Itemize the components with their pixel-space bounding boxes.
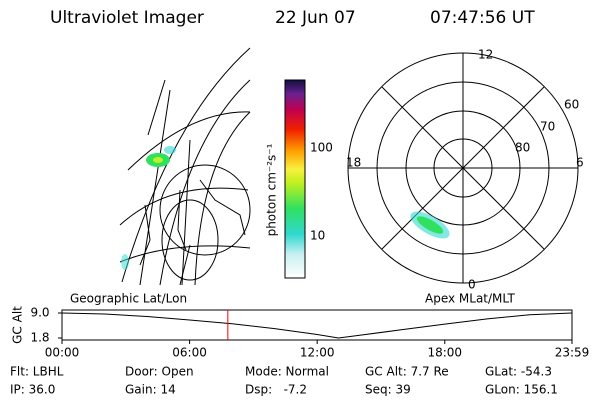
mlt-label: 0 [468,278,476,292]
lat-label: 70 [540,120,555,134]
colorbar [284,79,306,279]
date: 22 Jun 07 [275,8,356,28]
line [61,312,573,339]
lat-label: 60 [564,98,579,112]
status-field: GC Alt: 7.7 Re [365,365,449,379]
status-field: Seq: 39 [365,383,411,397]
x-tick-label: 06:00 [172,346,207,360]
status-field: Flt: LBHL [10,365,64,379]
timeline-frame [61,309,573,341]
mlt-label: 6 [576,156,584,170]
status-field: GLon: 156.1 [485,383,558,397]
mlt-label: 18 [346,156,361,170]
time: 07:47:56 UT [430,8,535,28]
colorbar-label: 10 [310,229,325,243]
status-field: Mode: Normal [245,365,329,379]
instrument: Ultraviolet Imager [50,8,204,28]
status-field: Dsp: -7.2 [245,383,307,397]
lat-label: 80 [515,141,530,155]
timeline-label: Geographic Lat/Lon [70,292,187,306]
y-tick-label: 1.8 [30,331,49,345]
y-tick-label: 9.0 [30,306,49,320]
timeline-label: Apex MLat/MLT [425,292,515,306]
polar-plot [347,52,579,284]
y-axis-label: GC Alt [11,306,25,344]
x-tick-label: 12:00 [300,346,335,360]
mlt-label: 12 [478,48,493,62]
geo-map [119,47,251,286]
status-field: Door: Open [125,365,194,379]
x-tick-label: 23:59 [555,346,590,360]
status-field: IP: 36.0 [10,383,55,397]
status-field: GLat: -54.3 [485,365,552,379]
status-field: Gain: 14 [125,383,176,397]
x-tick-label: 00:00 [45,346,80,360]
colorbar-label: 100 [310,141,333,155]
x-tick-label: 18:00 [427,346,462,360]
colorbar-unit: photon cm⁻²s⁻¹ [265,143,279,236]
